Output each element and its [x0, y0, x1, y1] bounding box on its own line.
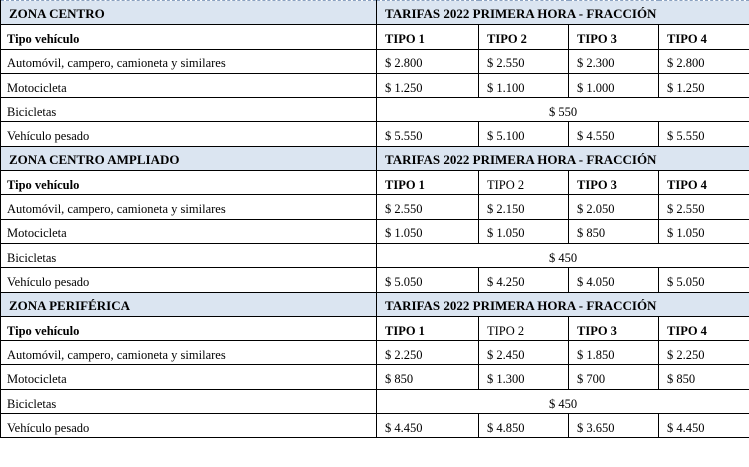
price-type-1: $ 2.550 — [376, 194, 479, 220]
price-type-1: $ 2.800 — [376, 48, 479, 74]
vehicle-type-header: Tipo vehículo — [0, 24, 377, 50]
rates-title: TARIFAS 2022 PRIMERA HORA - FRACCIÓN — [375, 0, 749, 26]
price-type-3: $ 4.050 — [568, 267, 659, 293]
price-type-4: $ 2.800 — [657, 48, 749, 74]
price-type-3: $ 4.550 — [568, 121, 659, 147]
zone-header-row: ZONA PERIFÉRICA TARIFAS 2022 PRIMERA HORA… — [0, 291, 749, 317]
vehicle-type-header: Tipo vehículo — [0, 315, 377, 342]
table-row: Bicicletas $ 550 — [0, 97, 749, 123]
price-type-4: $ 2.250 — [657, 340, 749, 366]
rates-title: TARIFAS 2022 PRIMERA HORA - FRACCIÓN — [375, 291, 749, 317]
price-type-2: $ 2.550 — [478, 48, 569, 74]
price-type-1: $ 1.050 — [376, 218, 479, 244]
price-type-4: $ 5.050 — [657, 267, 749, 293]
vehicle-label: Bicicletas — [0, 388, 377, 415]
table-row: Motocicleta $ 1.050 $ 1.050 $ 850 $ 1.050 — [0, 218, 749, 244]
price-type-2: $ 2.450 — [478, 340, 569, 366]
rates-table: ZONA CENTRO TARIFAS 2022 PRIMERA HORA - F… — [0, 0, 749, 439]
type-header-3: TIPO 3 — [568, 315, 659, 342]
price-type-1: $ 4.450 — [376, 413, 479, 439]
table-row: Automóvil, campero, camioneta y similare… — [0, 48, 749, 74]
type-header-4: TIPO 4 — [657, 315, 749, 342]
type-header-2: TIPO 2 — [478, 24, 569, 50]
vehicle-type-header-row: Tipo vehículo TIPO 1 TIPO 2 TIPO 3 TIPO 4 — [0, 315, 749, 342]
vehicle-label: Automóvil, campero, camioneta y similare… — [0, 194, 377, 220]
price-type-4: $ 5.550 — [657, 121, 749, 147]
vehicle-label: Bicicletas — [0, 97, 377, 123]
table-row: Vehículo pesado $ 4.450 $ 4.850 $ 3.650 $ 4.… — [0, 413, 749, 439]
vehicle-label: Automóvil, campero, camioneta y similare… — [0, 48, 377, 74]
price-type-4: $ 2.550 — [657, 194, 749, 220]
price-type-2: $ 4.850 — [478, 413, 569, 439]
rates-title: TARIFAS 2022 PRIMERA HORA - FRACCIÓN — [375, 145, 749, 172]
vehicle-label: Vehículo pesado — [0, 121, 377, 147]
zone-name: ZONA PERIFÉRICA — [0, 291, 377, 317]
rates-table-body: ZONA CENTRO TARIFAS 2022 PRIMERA HORA - F… — [0, 0, 749, 439]
price-type-1: $ 5.550 — [376, 121, 479, 147]
price-type-3: $ 850 — [568, 218, 659, 244]
vehicle-type-header-row: Tipo vehículo TIPO 1 TIPO 2 TIPO 3 TIPO 4 — [0, 170, 749, 196]
vehicle-label: Vehículo pesado — [0, 413, 377, 439]
price-type-3: $ 2.050 — [568, 194, 659, 220]
price-type-4: $ 4.450 — [657, 413, 749, 439]
zone-header-row: ZONA CENTRO AMPLIADO TARIFAS 2022 PRIMERA… — [0, 145, 749, 172]
price-type-2: $ 5.100 — [478, 121, 569, 147]
table-row: Motocicleta $ 850 $ 1.300 $ 700 $ 850 — [0, 364, 749, 390]
table-row: Vehículo pesado $ 5.550 $ 5.100 $ 4.550 $ 5.… — [0, 121, 749, 147]
price-type-3: $ 700 — [568, 364, 659, 390]
type-header-1: TIPO 1 — [376, 24, 479, 50]
price-type-4: $ 1.250 — [657, 72, 749, 99]
vehicle-label: Vehículo pesado — [0, 267, 377, 293]
price-type-4: $ 1.050 — [657, 218, 749, 244]
table-row: Vehículo pesado $ 5.050 $ 4.250 $ 4.050 $ 5.… — [0, 267, 749, 293]
price-type-2: $ 2.150 — [478, 194, 569, 220]
price-type-2: $ 4.250 — [478, 267, 569, 293]
vehicle-label: Bicicletas — [0, 242, 377, 269]
type-header-4: TIPO 4 — [657, 170, 749, 196]
single-price: $ 450 — [375, 242, 749, 269]
single-price: $ 450 — [375, 388, 749, 415]
zone-name: ZONA CENTRO — [0, 0, 377, 26]
price-type-2: $ 1.300 — [478, 364, 569, 390]
type-header-3: TIPO 3 — [568, 170, 659, 196]
price-type-2: $ 1.050 — [478, 218, 569, 244]
type-header-4: TIPO 4 — [657, 24, 749, 50]
price-type-3: $ 2.300 — [568, 48, 659, 74]
zone-name: ZONA CENTRO AMPLIADO — [0, 145, 377, 172]
table-row: Motocicleta $ 1.250 $ 1.100 $ 1.000 $ 1.250 — [0, 72, 749, 99]
type-header-1: TIPO 1 — [376, 170, 479, 196]
single-price: $ 550 — [375, 97, 749, 123]
type-header-3: TIPO 3 — [568, 24, 659, 50]
price-type-1: $ 850 — [376, 364, 479, 390]
price-type-2: $ 1.100 — [478, 72, 569, 99]
zone-header-row: ZONA CENTRO TARIFAS 2022 PRIMERA HORA - F… — [0, 0, 749, 26]
table-row: Bicicletas $ 450 — [0, 388, 749, 415]
price-type-1: $ 2.250 — [376, 340, 479, 366]
price-type-3: $ 3.650 — [568, 413, 659, 439]
price-type-4: $ 850 — [657, 364, 749, 390]
price-type-3: $ 1.000 — [568, 72, 659, 99]
vehicle-label: Motocicleta — [0, 218, 377, 244]
type-header-2: TIPO 2 — [478, 170, 569, 196]
table-row: Automóvil, campero, camioneta y similare… — [0, 194, 749, 220]
type-header-1: TIPO 1 — [376, 315, 479, 342]
vehicle-type-header: Tipo vehículo — [0, 170, 377, 196]
price-type-1: $ 1.250 — [376, 72, 479, 99]
vehicle-label: Automóvil, campero, camioneta y similare… — [0, 340, 377, 366]
table-row: Bicicletas $ 450 — [0, 242, 749, 269]
vehicle-label: Motocicleta — [0, 72, 377, 99]
price-type-1: $ 5.050 — [376, 267, 479, 293]
type-header-2: TIPO 2 — [478, 315, 569, 342]
price-type-3: $ 1.850 — [568, 340, 659, 366]
vehicle-label: Motocicleta — [0, 364, 377, 390]
vehicle-type-header-row: Tipo vehículo TIPO 1 TIPO 2 TIPO 3 TIPO 4 — [0, 24, 749, 50]
table-row: Automóvil, campero, camioneta y similare… — [0, 340, 749, 366]
